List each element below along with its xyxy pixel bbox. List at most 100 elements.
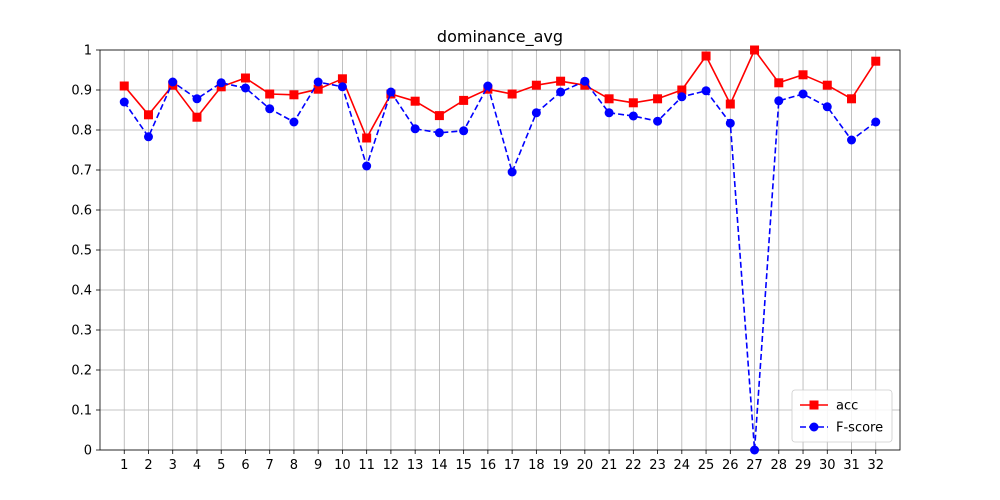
series-group (119, 45, 881, 455)
data-point-square (774, 78, 784, 88)
grid (100, 49, 900, 451)
x-tick-label: 4 (193, 458, 201, 473)
data-point-circle (434, 128, 444, 138)
x-tick-label: 12 (383, 458, 400, 473)
x-tick-label: 26 (722, 458, 739, 473)
y-tick-label: 0.7 (71, 164, 92, 179)
y-tick-label: 0.5 (71, 244, 92, 259)
data-point-square (871, 56, 881, 66)
x-tick-label: 7 (266, 458, 274, 473)
data-point-square (701, 51, 711, 61)
data-point-square (410, 96, 420, 106)
data-point-square (604, 94, 614, 104)
data-point-circle (750, 445, 760, 455)
y-tick-label: 0.6 (71, 204, 92, 219)
data-point-circle (313, 77, 323, 87)
data-point-circle (410, 124, 420, 134)
legend-marker (809, 422, 819, 432)
legend-marker (809, 400, 819, 410)
data-point-circle (192, 94, 202, 104)
data-point-square (143, 110, 153, 120)
x-tick-label: 3 (169, 458, 177, 473)
data-point-circle (386, 87, 396, 97)
data-point-circle (847, 135, 857, 145)
x-tick-label: 29 (795, 458, 812, 473)
data-point-circle (604, 108, 614, 118)
data-point-square (192, 112, 202, 122)
data-point-square (822, 80, 832, 90)
series-acc (119, 45, 881, 143)
x-tick-label: 15 (455, 458, 472, 473)
legend-label: F-score (836, 421, 883, 436)
axes: 1 2 3 4 5 6 7 8 9 10 11 12 13 14 15 16 17 18 19 20 21 22 23 24 2… (71, 44, 901, 473)
data-point-circle (362, 161, 372, 171)
data-point-square (240, 73, 250, 83)
data-point-circle (798, 89, 808, 99)
x-tick-label: 19 (552, 458, 569, 473)
data-point-square (556, 76, 566, 86)
x-tick-label: 16 (480, 458, 497, 473)
y-tick-label: 0.4 (71, 284, 92, 299)
data-point-square (653, 94, 663, 104)
x-tick-label: 20 (577, 458, 594, 473)
data-point-circle (507, 167, 517, 177)
x-tick-label: 13 (407, 458, 424, 473)
data-point-circle (483, 81, 493, 91)
x-tick-label: 11 (358, 458, 375, 473)
data-point-circle (216, 78, 226, 88)
chart-title: dominance_avg (437, 27, 563, 47)
legend-entry: acc (800, 399, 858, 414)
data-point-circle (774, 96, 784, 106)
y-tick-label: 0.8 (71, 124, 92, 139)
data-point-circle (240, 83, 250, 93)
data-point-square (750, 45, 760, 55)
x-tick-label: 18 (528, 458, 545, 473)
data-point-square (119, 81, 129, 91)
x-tick-label: 24 (674, 458, 691, 473)
legend: acc F-score (791, 389, 893, 443)
x-tick-label: 28 (771, 458, 788, 473)
x-tick-label: 27 (746, 458, 763, 473)
data-point-circle (119, 97, 129, 107)
data-point-square (628, 98, 638, 108)
data-point-square (313, 84, 323, 94)
series-line (123, 80, 877, 451)
x-tick-label: 8 (290, 458, 298, 473)
data-point-circle (677, 92, 687, 102)
data-point-square (289, 90, 299, 100)
x-tick-label: 2 (144, 458, 152, 473)
series-line (123, 49, 877, 139)
y-tick-label: 0.3 (71, 324, 92, 339)
x-tick-label: 10 (334, 458, 351, 473)
data-point-circle (289, 117, 299, 127)
data-point-circle (459, 126, 469, 136)
x-tick-label: 25 (698, 458, 715, 473)
y-tick-label: 1 (84, 44, 92, 59)
data-point-square (677, 85, 687, 95)
y-tick-label: 0.2 (71, 364, 92, 379)
x-tick-label: 21 (601, 458, 618, 473)
data-point-circle (871, 117, 881, 127)
data-point-square (531, 80, 541, 90)
x-tick-label: 23 (649, 458, 666, 473)
legend-entry: F-score (800, 421, 883, 436)
y-tick-label: 0.1 (71, 404, 92, 419)
data-point-square (725, 99, 735, 109)
data-point-circle (168, 77, 178, 87)
series-f-score (119, 76, 881, 455)
x-tick-label: 1 (120, 458, 128, 473)
data-point-square (847, 94, 857, 104)
data-point-square (434, 111, 444, 121)
data-point-square (337, 74, 347, 84)
data-point-square (265, 89, 275, 99)
data-point-square (507, 89, 517, 99)
y-tick-label: 0 (84, 444, 92, 459)
data-point-square (798, 70, 808, 80)
plot-frame (99, 49, 901, 451)
data-point-circle (701, 86, 711, 96)
x-tick-label: 32 (867, 458, 884, 473)
data-point-circle (653, 116, 663, 126)
data-point-circle (580, 76, 590, 86)
data-point-circle (265, 104, 275, 114)
